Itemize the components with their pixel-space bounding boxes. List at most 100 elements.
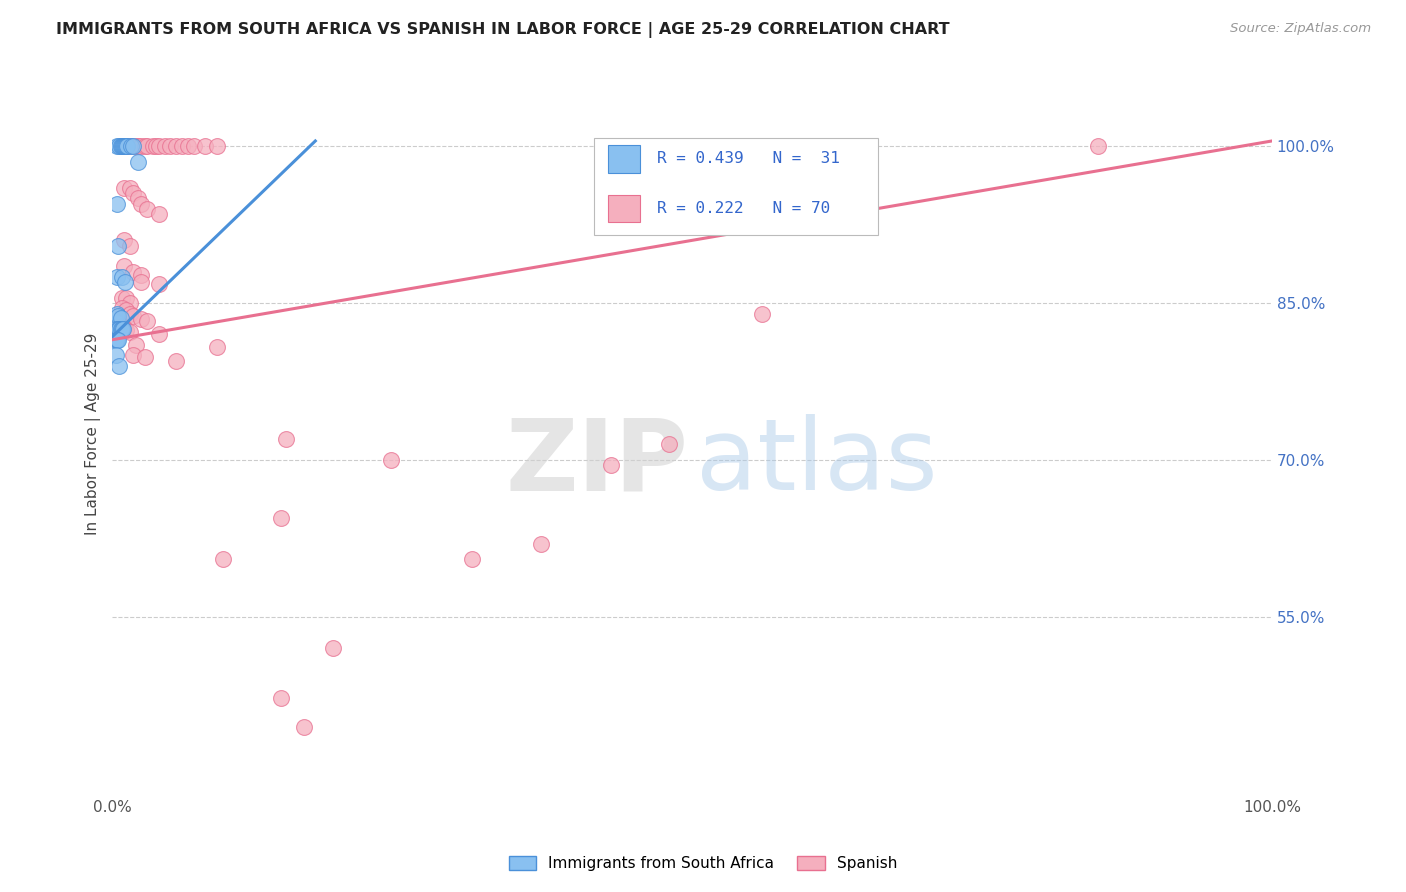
Point — [122, 139, 145, 153]
Point — [131, 196, 153, 211]
Y-axis label: In Labor Force | Age 25-29: In Labor Force | Age 25-29 — [86, 333, 101, 535]
Point — [122, 186, 145, 201]
Point — [111, 139, 134, 153]
Point — [115, 303, 138, 318]
Point — [107, 309, 129, 323]
Point — [136, 202, 159, 216]
Text: R = 0.222   N = 70: R = 0.222 N = 70 — [658, 202, 831, 216]
Point — [107, 238, 129, 252]
Point — [112, 233, 135, 247]
Point — [118, 296, 141, 310]
Point — [110, 139, 132, 153]
Point — [105, 139, 128, 153]
Point — [112, 321, 135, 335]
Point — [127, 139, 149, 153]
Point — [134, 139, 156, 153]
Point — [110, 322, 132, 336]
Point — [111, 322, 134, 336]
Point — [115, 291, 138, 305]
Point — [136, 314, 159, 328]
Text: ZIP: ZIP — [506, 414, 689, 511]
Point — [118, 139, 141, 153]
Point — [322, 641, 344, 656]
Point — [461, 552, 484, 566]
Point — [118, 326, 141, 340]
Point — [111, 269, 134, 284]
Point — [658, 437, 681, 451]
Point — [114, 275, 136, 289]
Point — [170, 139, 193, 153]
Point — [122, 309, 145, 323]
Point — [122, 348, 145, 362]
Point — [211, 552, 233, 566]
Point — [118, 307, 141, 321]
Point — [111, 291, 134, 305]
Text: Source: ZipAtlas.com: Source: ZipAtlas.com — [1230, 22, 1371, 36]
Point — [183, 139, 205, 153]
Point — [124, 338, 146, 352]
Bar — [607, 195, 640, 222]
FancyBboxPatch shape — [593, 138, 877, 235]
Point — [115, 139, 138, 153]
Point — [530, 536, 553, 550]
Point — [115, 323, 138, 337]
Point — [110, 310, 132, 325]
Text: atlas: atlas — [696, 414, 938, 511]
Point — [120, 139, 142, 153]
Point — [105, 307, 128, 321]
Point — [270, 510, 292, 524]
Point — [108, 139, 131, 153]
Point — [111, 139, 134, 153]
Point — [145, 139, 167, 153]
Point — [111, 139, 134, 153]
Point — [127, 192, 149, 206]
Point — [114, 139, 136, 153]
Text: IMMIGRANTS FROM SOUTH AFRICA VS SPANISH IN LABOR FORCE | AGE 25-29 CORRELATION C: IMMIGRANTS FROM SOUTH AFRICA VS SPANISH … — [56, 22, 950, 38]
Point — [148, 207, 170, 221]
Bar — [607, 145, 640, 172]
Legend: Immigrants from South Africa, Spanish: Immigrants from South Africa, Spanish — [502, 849, 904, 877]
Point — [134, 351, 156, 365]
Point — [165, 139, 187, 153]
Point — [112, 181, 135, 195]
Point — [111, 319, 134, 334]
Point — [117, 139, 139, 153]
Point — [153, 139, 176, 153]
Point — [205, 340, 228, 354]
Point — [194, 139, 217, 153]
Point — [107, 322, 129, 336]
Point — [105, 196, 128, 211]
Point — [105, 333, 128, 347]
Point — [292, 720, 315, 734]
Point — [148, 139, 170, 153]
Point — [159, 139, 181, 153]
Point — [131, 268, 153, 282]
Point — [104, 348, 127, 362]
Point — [142, 139, 165, 153]
Point — [107, 333, 129, 347]
Point — [131, 275, 153, 289]
Point — [105, 269, 128, 284]
Point — [118, 238, 141, 252]
Point — [111, 322, 134, 336]
Point — [177, 139, 200, 153]
Point — [270, 691, 292, 706]
Point — [600, 458, 623, 473]
Point — [205, 139, 228, 153]
Point — [148, 277, 170, 292]
Point — [380, 453, 402, 467]
Point — [148, 327, 170, 342]
Point — [112, 139, 135, 153]
Point — [122, 265, 145, 279]
Point — [115, 139, 138, 153]
Point — [118, 181, 141, 195]
Point — [104, 322, 127, 336]
Point — [104, 333, 127, 347]
Text: R = 0.439   N =  31: R = 0.439 N = 31 — [658, 152, 841, 167]
Point — [131, 311, 153, 326]
Point — [276, 432, 298, 446]
Point — [751, 307, 773, 321]
Point — [108, 322, 131, 336]
Point — [127, 154, 149, 169]
Point — [136, 139, 159, 153]
